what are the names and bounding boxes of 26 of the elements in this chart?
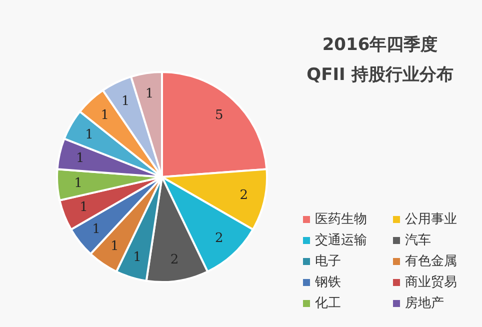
legend-label: 化工 — [315, 295, 341, 312]
data-label: 2 — [170, 252, 179, 268]
legend-label: 钢铁 — [315, 274, 341, 291]
legend-label: 医药生物 — [315, 211, 367, 228]
legend-label: 有色金属 — [405, 253, 457, 270]
legend-label: 房地产 — [405, 295, 444, 312]
data-label: 1 — [80, 200, 88, 216]
data-label: 1 — [100, 108, 110, 123]
data-label: 1 — [74, 176, 82, 191]
data-label: 1 — [110, 238, 119, 254]
legend-label: 商业贸易 — [405, 274, 457, 291]
data-label: 2 — [214, 231, 224, 246]
legend-label: 汽车 — [405, 232, 431, 249]
data-label: 1 — [76, 150, 84, 166]
data-label: 1 — [145, 86, 154, 102]
data-label: 1 — [133, 250, 142, 265]
legend-label: 公用事业 — [405, 211, 457, 228]
chart-subtitle: QFII 持股行业分布 — [306, 64, 454, 87]
legend-label: 电子 — [315, 253, 341, 270]
chart-title: 2016年四季度 — [321, 34, 439, 57]
data-label: 5 — [214, 108, 224, 123]
data-label: 1 — [121, 94, 130, 109]
legend-label: 交通运输 — [315, 232, 367, 249]
data-label: 1 — [92, 222, 100, 237]
data-label: 1 — [85, 128, 94, 142]
data-label: 2 — [240, 188, 248, 204]
